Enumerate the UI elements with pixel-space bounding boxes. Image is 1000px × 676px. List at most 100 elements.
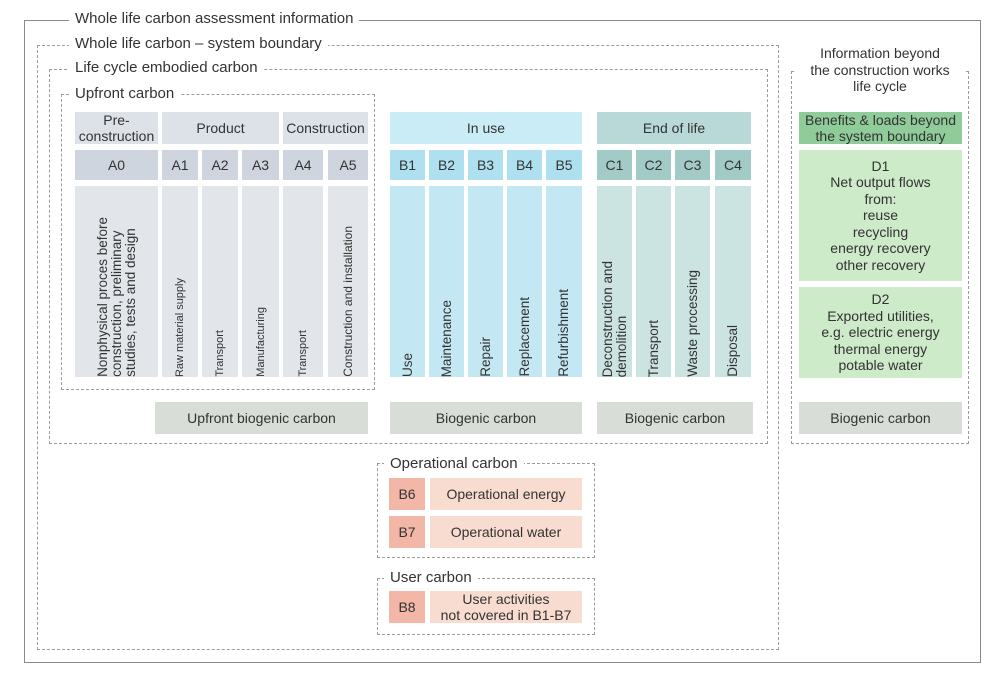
whole-life-info-frame: [24, 20, 981, 663]
module-c2: Transport: [636, 186, 671, 377]
module-c1: Deconstruction and demolition: [597, 186, 632, 377]
code-b8: B8: [389, 591, 425, 623]
system-boundary-title: Whole life carbon – system boundary: [69, 35, 328, 53]
user-carbon-title: User carbon: [384, 569, 478, 587]
module-b1-text: Use: [399, 352, 415, 377]
module-a0-line1: Nonphysical proces before: [94, 217, 110, 377]
code-a1: A1: [162, 150, 198, 180]
code-b5: B5: [546, 150, 582, 180]
module-c3: Waste processing: [675, 186, 710, 377]
module-a4: Transport: [283, 186, 323, 377]
stage-benefits-loads: Benefits & loads beyond the system bound…: [799, 112, 962, 144]
module-b3: Repair: [468, 186, 503, 377]
code-b4: B4: [507, 150, 542, 180]
module-b2: Maintenance: [429, 186, 464, 377]
module-c3-text: Waste processing: [684, 270, 700, 377]
user-activities-line1: User activities: [462, 591, 550, 607]
module-a2-text: Transport: [214, 330, 226, 377]
code-b2: B2: [429, 150, 464, 180]
module-a0: Nonphysical proces before construction, …: [75, 186, 158, 377]
module-a3: Manufacturing: [242, 186, 279, 377]
user-carbon-frame: [377, 578, 595, 635]
beyond-title-line1: Information beyond: [820, 45, 940, 62]
stage-product: Product: [162, 112, 279, 144]
code-c3: C3: [675, 150, 710, 180]
code-a4: A4: [283, 150, 323, 180]
module-a5: Construction and installation: [328, 186, 368, 377]
module-b3-text: Repair: [477, 337, 493, 377]
module-b4: Replacement: [507, 186, 542, 377]
d1-code: D1: [871, 157, 890, 174]
operational-carbon-title: Operational carbon: [384, 455, 524, 473]
module-c4-text: Disposal: [725, 325, 740, 377]
module-c1-line1: Deconstruction and: [599, 260, 615, 377]
code-b7: B7: [389, 516, 425, 548]
code-b1: B1: [390, 150, 425, 180]
code-a5: A5: [328, 150, 368, 180]
operational-water: Operational water: [430, 516, 582, 548]
code-a0: A0: [75, 150, 158, 180]
code-a3: A3: [242, 150, 279, 180]
d2-line5: potable water: [838, 357, 923, 374]
beyond-title-line3: life cycle: [853, 78, 907, 95]
module-a0-line2: construction, preliminary: [108, 230, 124, 377]
d2-code: D2: [871, 291, 890, 308]
benefits-line1: Benefits & loads beyond: [805, 112, 956, 128]
module-a4-text: Transport: [297, 330, 309, 377]
d2-line2: Exported utilities,: [827, 307, 934, 324]
module-a2: Transport: [202, 186, 238, 377]
module-a0-line3: studies, tests and design: [122, 228, 138, 377]
module-a3-text: Manufacturing: [254, 307, 267, 377]
end-of-life-biogenic-carbon: Biogenic carbon: [597, 402, 753, 434]
module-b4-text: Replacement: [516, 297, 532, 377]
code-c1: C1: [597, 150, 632, 180]
stage-in-use: In use: [390, 112, 582, 144]
d1-line2: Net output flows: [830, 174, 931, 191]
d1-line6: energy recovery: [830, 240, 931, 257]
user-activities-line2: not covered in B1-B7: [440, 607, 572, 623]
code-b6: B6: [389, 478, 425, 510]
module-c1-line2: demolition: [613, 315, 629, 377]
beyond-title-line2: the construction works: [810, 61, 950, 78]
whole-life-info-title: Whole life carbon assessment information: [69, 10, 360, 28]
module-a1: Raw material supply: [162, 186, 198, 377]
code-b3: B3: [468, 150, 503, 180]
stage-end-of-life: End of life: [597, 112, 751, 144]
module-c1-text: Deconstruction and demolition: [599, 255, 629, 377]
module-d2: D2 Exported utilities, e.g. electric ene…: [799, 287, 962, 378]
d2-line4: thermal energy: [833, 340, 928, 357]
code-a2: A2: [202, 150, 238, 180]
user-activities: User activities not covered in B1-B7: [430, 591, 582, 623]
system-boundary-frame: [37, 45, 779, 650]
d1-line4: reuse: [862, 207, 899, 224]
module-b1: Use: [390, 186, 425, 377]
benefits-line2: the system boundary: [815, 128, 946, 144]
module-c4: Disposal: [715, 186, 751, 377]
stage-construction: Construction: [283, 112, 368, 144]
module-b2-text: Maintenance: [438, 299, 454, 377]
upfront-carbon-frame: [61, 94, 375, 390]
d1-line7: other recovery: [835, 256, 926, 273]
upfront-carbon-title: Upfront carbon: [69, 85, 181, 103]
stage-pre-construction: Pre- construction: [75, 112, 158, 144]
module-d1: D1 Net output flows from: reuse recyclin…: [799, 150, 962, 281]
upfront-biogenic-carbon: Upfront biogenic carbon: [155, 402, 368, 434]
module-a1-text: Raw material supply: [174, 277, 186, 377]
operational-energy: Operational energy: [430, 478, 582, 510]
stage-pre-line1: Pre-: [103, 112, 130, 128]
module-b5-text: Refurbishment: [556, 289, 571, 377]
d1-line5: recycling: [852, 223, 909, 240]
code-c2: C2: [636, 150, 671, 180]
d2-line3: e.g. electric energy: [821, 324, 940, 341]
beyond-title: Information beyond the construction work…: [796, 45, 964, 95]
code-c4: C4: [715, 150, 751, 180]
stage-pre-line2: construction: [78, 128, 155, 144]
module-a0-text: Nonphysical proces before construction, …: [94, 211, 138, 377]
embodied-carbon-frame: [49, 69, 768, 444]
embodied-carbon-title: Life cycle embodied carbon: [69, 59, 264, 77]
module-a5-text: Construction and installation: [340, 226, 355, 377]
in-use-biogenic-carbon: Biogenic carbon: [390, 402, 582, 434]
module-c2-text: Transport: [645, 319, 661, 377]
module-b5: Refurbishment: [546, 186, 582, 377]
d1-line3: from:: [864, 190, 897, 207]
